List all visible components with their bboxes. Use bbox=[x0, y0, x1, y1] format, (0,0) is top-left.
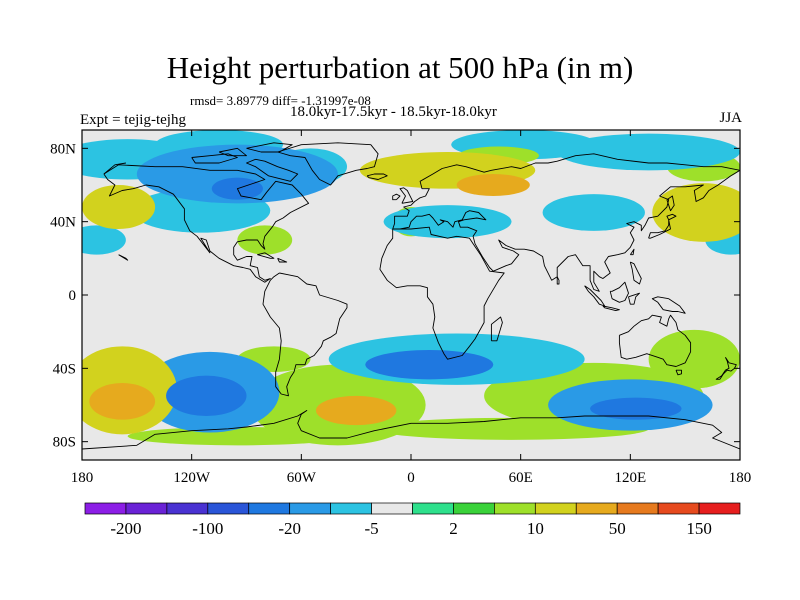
anomaly-region-1 bbox=[456, 174, 530, 196]
x-tick-label-2: 60W bbox=[287, 470, 317, 486]
colorbar-swatch-7 bbox=[371, 502, 413, 515]
coastline-0 bbox=[103, 164, 310, 283]
colorbar: -200 -100 -20 -5 2 10 50 150 bbox=[84, 502, 741, 538]
colorbar-swatch-1 bbox=[125, 502, 168, 515]
coastline-30 bbox=[103, 162, 126, 175]
colorbar-label-1: -100 bbox=[192, 519, 223, 538]
chart-title: Height perturbation at 500 hPa (in m) bbox=[166, 50, 634, 85]
colorbar-swatch-12 bbox=[575, 502, 618, 515]
coastline-22 bbox=[629, 248, 635, 256]
anomaly-region-31 bbox=[590, 397, 682, 420]
axis-layer: 180 120W 60W 0 60E 120E 180 80N 40N 0 40S 80S bbox=[50, 130, 751, 486]
y-tick-label-0: 80N bbox=[50, 141, 76, 157]
anomaly-region-15 bbox=[82, 185, 156, 229]
coastline-10 bbox=[246, 142, 293, 153]
colorbar-swatch-8 bbox=[412, 502, 454, 515]
colorbar-swatch-11 bbox=[534, 502, 577, 515]
coastline-24 bbox=[490, 316, 503, 342]
coastline-1 bbox=[262, 272, 348, 397]
coastline-18 bbox=[602, 305, 620, 312]
coastline-27 bbox=[257, 252, 275, 259]
colorbar-swatch-10 bbox=[494, 502, 536, 515]
coastline-23 bbox=[556, 276, 560, 285]
y-tick-label-2: 0 bbox=[69, 288, 77, 304]
period-label: 18.0kyr-17.5kyr - 18.5kyr-18.0kyr bbox=[290, 104, 497, 120]
colorbar-swatch-2 bbox=[166, 502, 209, 515]
colorbar-swatch-3 bbox=[207, 502, 250, 515]
coastline-25 bbox=[82, 410, 740, 460]
coastline-28 bbox=[277, 257, 288, 263]
experiment-label: Expt = tejig-tejhg bbox=[80, 112, 186, 128]
colorbar-swatch-9 bbox=[453, 502, 495, 515]
x-tick-label-4: 60E bbox=[509, 470, 533, 486]
coastline-5 bbox=[392, 193, 401, 201]
colorbar-swatch-15 bbox=[698, 502, 741, 515]
anomaly-region-26 bbox=[166, 375, 247, 417]
y-tick-label-1: 40N bbox=[50, 215, 76, 231]
coastline-29 bbox=[666, 195, 675, 212]
anomaly-layer bbox=[82, 130, 740, 446]
anomaly-region-32 bbox=[648, 329, 740, 389]
coastline-20 bbox=[648, 213, 677, 239]
season-label: JJA bbox=[719, 110, 742, 126]
coastline-12 bbox=[618, 314, 692, 367]
coastline-4 bbox=[399, 187, 414, 204]
coastline-17 bbox=[584, 285, 606, 307]
coastline-6 bbox=[366, 173, 388, 180]
y-tick-label-3: 40S bbox=[53, 361, 76, 377]
coastline-14 bbox=[715, 357, 737, 380]
anomaly-region-28 bbox=[315, 395, 397, 426]
colorbar-swatch-6 bbox=[330, 502, 372, 515]
coastline-16 bbox=[609, 281, 629, 303]
colorbar-label-0: -200 bbox=[110, 519, 141, 538]
x-tick-label-3: 0 bbox=[407, 470, 415, 486]
colorbar-label-3: -5 bbox=[364, 519, 378, 538]
x-tick-label-1: 120W bbox=[173, 470, 211, 486]
colorbar-swatch-5 bbox=[289, 502, 331, 515]
colorbar-swatch-13 bbox=[616, 502, 659, 515]
anomaly-region-12 bbox=[542, 194, 645, 231]
coastline-layer bbox=[82, 142, 740, 460]
coastline-19 bbox=[628, 292, 640, 305]
stats-label: rmsd= 3.89779 diff= -1.31997e-08 bbox=[190, 93, 371, 108]
anomaly-region-16 bbox=[82, 225, 126, 255]
x-tick-label-5: 120E bbox=[614, 470, 646, 486]
anomaly-region-9 bbox=[557, 133, 740, 171]
anomaly-region-2 bbox=[136, 144, 338, 204]
colorbar-label-5: 10 bbox=[527, 519, 544, 538]
coastline-21 bbox=[629, 261, 642, 285]
coastline-2 bbox=[379, 226, 505, 360]
colorbar-swatch-14 bbox=[657, 502, 700, 515]
anomaly-region-17 bbox=[237, 225, 293, 255]
colorbar-label-2: -20 bbox=[278, 519, 301, 538]
coastline-3 bbox=[392, 153, 740, 292]
y-tick-label-4: 80S bbox=[53, 435, 76, 451]
anomaly-region-13 bbox=[652, 183, 740, 242]
colorbar-label-4: 2 bbox=[449, 519, 458, 538]
colorbar-swatch-4 bbox=[248, 502, 291, 515]
coastline-11 bbox=[218, 147, 247, 157]
anomaly-region-21 bbox=[365, 350, 494, 380]
coastline-15 bbox=[651, 296, 686, 314]
colorbar-label-7: 150 bbox=[686, 519, 712, 538]
colorbar-label-6: 50 bbox=[609, 519, 626, 538]
coastline-8 bbox=[246, 158, 299, 182]
x-tick-label-0: 180 bbox=[71, 470, 94, 486]
anomaly-region-24 bbox=[89, 383, 156, 420]
coastline-7 bbox=[277, 142, 379, 186]
coastline-26 bbox=[118, 254, 129, 261]
coastline-9 bbox=[191, 153, 238, 164]
coastline-13 bbox=[675, 369, 682, 376]
colorbar-swatch-0 bbox=[84, 502, 127, 515]
x-tick-label-6: 180 bbox=[729, 470, 752, 486]
